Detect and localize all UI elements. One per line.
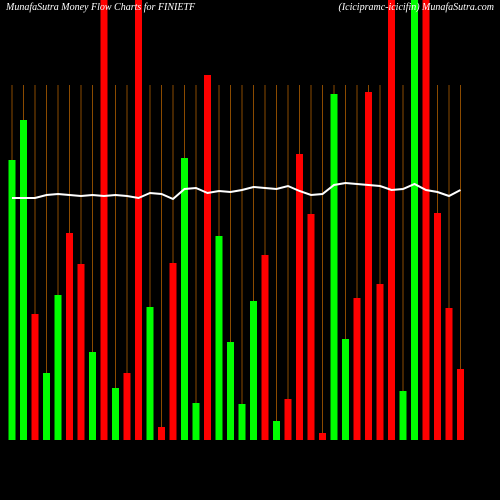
bar [192, 403, 200, 440]
bar [204, 75, 211, 440]
bar [112, 388, 119, 440]
bar [77, 264, 85, 440]
bar [445, 308, 453, 440]
bar [215, 236, 223, 440]
bar [146, 307, 154, 440]
bar [307, 214, 315, 440]
bar [181, 158, 188, 440]
bar [135, 0, 142, 440]
bar [89, 352, 96, 440]
bar [365, 92, 372, 440]
bar [123, 373, 131, 440]
bar [411, 0, 418, 440]
bar [273, 421, 280, 440]
bar [250, 301, 257, 440]
bar [399, 391, 407, 440]
bar [353, 298, 361, 440]
bar [388, 0, 395, 440]
bar [31, 314, 39, 440]
bar [457, 369, 464, 440]
bar [169, 263, 177, 440]
bar [330, 94, 338, 440]
bar [66, 233, 73, 440]
bar [100, 0, 108, 440]
bar [43, 373, 50, 440]
bar [296, 154, 303, 440]
chart-subtitle: (Icicipramc-icicifin) MunafaSutra.com [338, 2, 494, 13]
bar [422, 0, 430, 440]
chart-title: MunafaSutra Money Flow Charts for FINIET… [5, 2, 196, 13]
bar [54, 295, 62, 440]
bar [261, 255, 269, 440]
bars [8, 0, 464, 440]
bar [238, 404, 246, 440]
bar [227, 342, 234, 440]
bar [20, 120, 27, 440]
bar [342, 339, 349, 440]
money-flow-line [12, 181, 461, 201]
bar [8, 160, 16, 440]
bar [158, 427, 165, 440]
bar [434, 213, 441, 440]
bar [376, 284, 384, 440]
bar [319, 433, 326, 440]
bar [284, 399, 292, 440]
